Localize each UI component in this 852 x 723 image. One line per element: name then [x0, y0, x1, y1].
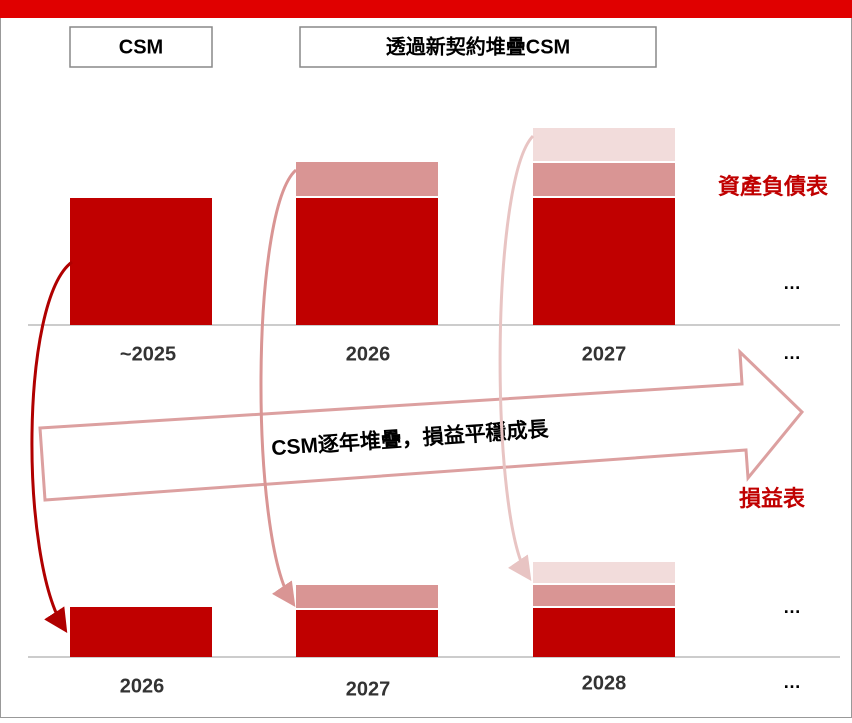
curve-arrow: [498, 134, 535, 581]
year-label: 2028: [582, 672, 627, 694]
big-arrow: [38, 348, 805, 502]
header-box: [299, 26, 657, 68]
bar: [296, 198, 438, 325]
year-label: ~2025: [120, 343, 176, 365]
bar: [296, 610, 438, 657]
bar: [70, 607, 212, 657]
bar: [533, 128, 675, 161]
ellipsis: …: [783, 343, 801, 363]
ellipsis: …: [783, 597, 801, 617]
year-label: 2026: [346, 343, 391, 365]
bar: [533, 585, 675, 606]
bar: [533, 562, 675, 583]
ellipsis: …: [783, 273, 801, 293]
curve-arrow: [259, 168, 298, 607]
header-box: [69, 26, 213, 68]
curve-arrow: [30, 260, 73, 634]
bar: [533, 608, 675, 657]
year-label: 2026: [120, 675, 165, 697]
year-label: 2027: [582, 343, 627, 365]
bar: [296, 585, 438, 608]
header-text: 透過新契約堆疊CSM: [386, 34, 570, 58]
section-label: 資產負債表: [718, 174, 829, 199]
top-bar: [0, 0, 852, 18]
bar: [533, 198, 675, 325]
bar: [296, 162, 438, 196]
header-text: CSM: [119, 36, 163, 58]
bar: [533, 163, 675, 196]
bar: [70, 198, 212, 325]
section-label: 損益表: [739, 486, 806, 511]
year-label: 2027: [346, 678, 391, 700]
ellipsis: …: [783, 672, 801, 692]
